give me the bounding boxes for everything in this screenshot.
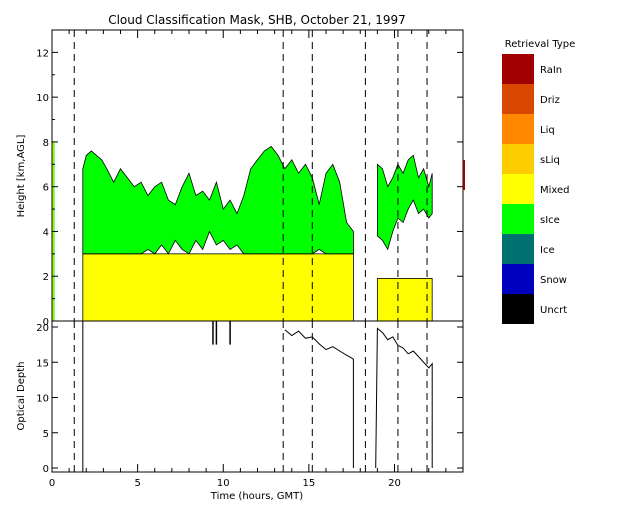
mixed-region-0	[82, 253, 354, 322]
legend-swatch-snow	[502, 264, 534, 294]
legend-swatch-liq	[502, 114, 534, 144]
upper-y-tick-label: 12	[36, 48, 49, 59]
upper-y-tick-label: 2	[43, 272, 49, 283]
legend: Retrieval Type RaIn Driz Liq sLiq Mixed sIce I…	[502, 39, 575, 324]
lower-y-tick-label: 15	[36, 358, 49, 369]
upper-y-tick-label: 0	[43, 317, 49, 328]
upper-y-axis-label: Height [km,AGL]	[16, 135, 27, 218]
legend-label-mixed: Mixed	[540, 185, 570, 196]
legend-label-snow: Snow	[540, 275, 567, 286]
x-tick-label: 15	[303, 478, 316, 489]
legend-swatch-rain	[502, 54, 534, 84]
legend-label-liq: Liq	[540, 125, 555, 136]
upper-y-axis: 0 2 4 6 8 10 12	[36, 48, 463, 328]
chart-title: Cloud Classification Mask, SHB, October …	[108, 13, 406, 27]
legend-swatch-sice	[502, 204, 534, 234]
lower-y-tick-label: 0	[43, 464, 49, 475]
lower-plot-frame	[51, 320, 464, 473]
legend-swatch-uncrt	[502, 294, 534, 324]
optical-depth-series-1	[375, 327, 433, 469]
optical-depth-series-0	[284, 329, 354, 468]
lower-y-tick-label: 20	[36, 323, 49, 334]
legend-swatch-ice	[502, 234, 534, 264]
legend-swatch-sliq	[502, 144, 534, 174]
upper-y-tick-label: 4	[43, 227, 49, 238]
legend-label-sice: sIce	[540, 215, 560, 226]
legend-swatch-mixed	[502, 174, 534, 204]
legend-swatch-driz	[502, 84, 534, 114]
lower-y-tick-label: 10	[36, 394, 49, 405]
lower-y-tick-label: 5	[43, 429, 49, 440]
upper-y-tick-label: 10	[36, 93, 49, 104]
x-tick-label: 20	[388, 478, 401, 489]
edge-marker	[463, 160, 465, 190]
legend-title: Retrieval Type	[505, 39, 576, 50]
upper-y-tick-label: 6	[43, 183, 49, 194]
upper-plot-content	[51, 30, 433, 322]
legend-items: RaIn Driz Liq sLiq Mixed sIce Ice Snow Uncrt	[502, 54, 570, 324]
lower-plot-content	[73, 321, 433, 472]
upper-y-tick-label: 8	[43, 138, 49, 149]
lower-y-axis-label: Optical Depth	[16, 362, 27, 431]
x-tick-label: 10	[217, 478, 230, 489]
sice-region-right	[377, 154, 433, 251]
legend-label-ice: Ice	[540, 245, 555, 256]
legend-label-rain: RaIn	[540, 65, 562, 76]
sice-region-left	[82, 145, 354, 255]
mixed-region-1	[376, 278, 433, 322]
legend-label-driz: Driz	[540, 95, 560, 106]
legend-label-uncrt: Uncrt	[540, 305, 567, 316]
upper-panel: 0 2 4 6 8 10 12 Height [km,AGL]	[16, 29, 464, 328]
legend-label-sliq: sLiq	[540, 155, 560, 166]
x-tick-label: 5	[134, 478, 140, 489]
x-tick-label: 0	[49, 478, 55, 489]
x-axis-label: Time (hours, GMT)	[210, 491, 304, 502]
